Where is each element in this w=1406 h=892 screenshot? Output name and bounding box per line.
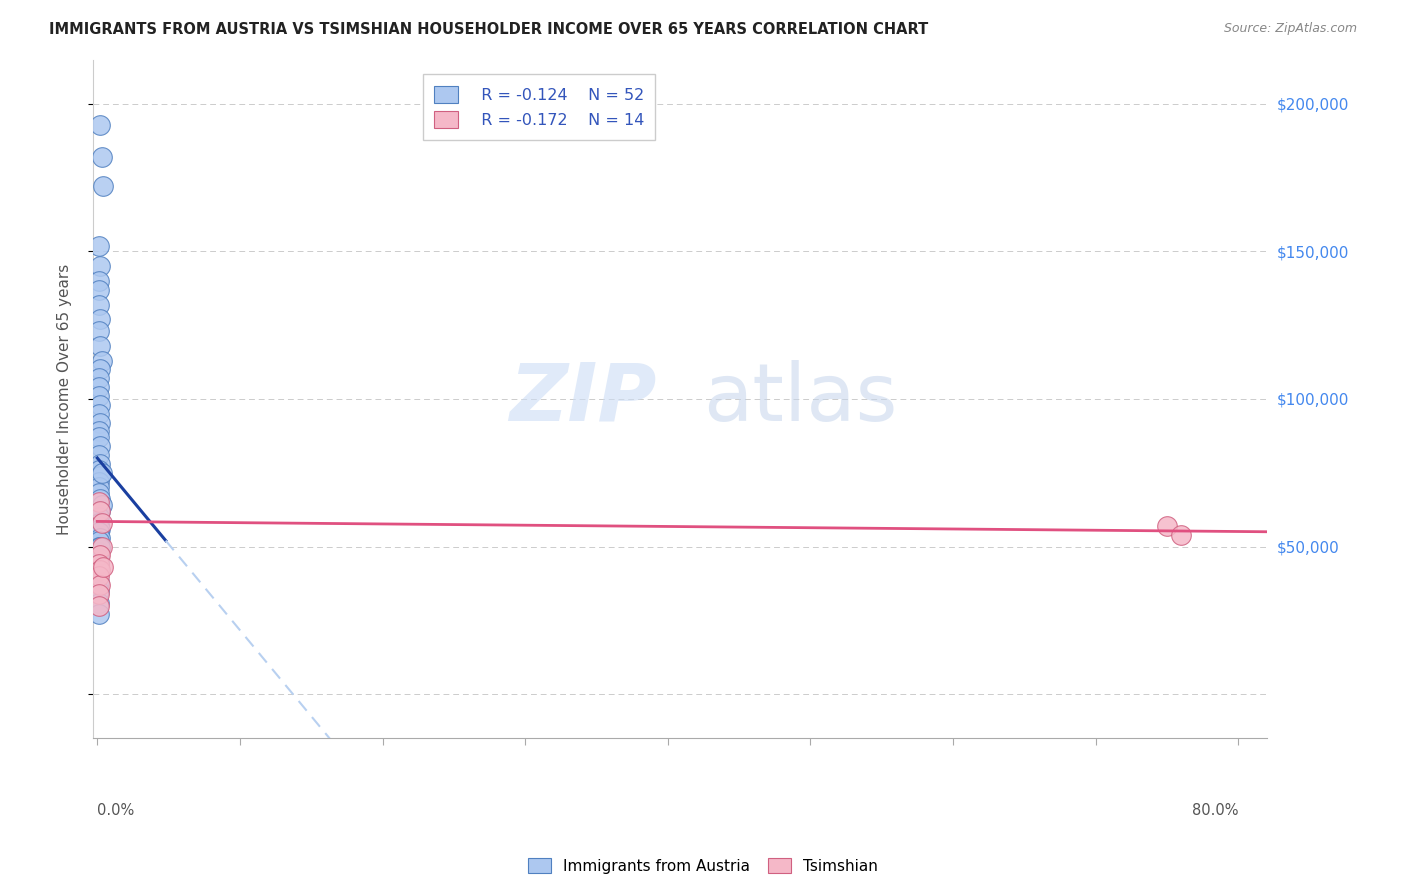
Point bbox=[87, 481, 110, 495]
Point bbox=[89, 563, 111, 577]
Point bbox=[89, 439, 111, 453]
Point bbox=[89, 578, 111, 592]
Point bbox=[87, 297, 110, 311]
Point bbox=[87, 238, 110, 252]
Point bbox=[89, 549, 111, 563]
Point bbox=[87, 475, 110, 489]
Point bbox=[87, 549, 110, 563]
Point bbox=[89, 118, 111, 132]
Point bbox=[89, 259, 111, 273]
Point bbox=[89, 540, 111, 554]
Point bbox=[87, 448, 110, 462]
Point bbox=[87, 574, 110, 589]
Point bbox=[91, 179, 114, 194]
Legend: Immigrants from Austria, Tsimshian: Immigrants from Austria, Tsimshian bbox=[522, 852, 884, 880]
Point bbox=[90, 150, 112, 164]
Point bbox=[87, 533, 110, 548]
Point bbox=[89, 468, 111, 483]
Y-axis label: Householder Income Over 65 years: Householder Income Over 65 years bbox=[58, 263, 72, 534]
Point bbox=[87, 558, 110, 572]
Point bbox=[87, 463, 110, 477]
Point bbox=[89, 398, 111, 412]
Point bbox=[90, 516, 112, 530]
Point bbox=[87, 283, 110, 297]
Point bbox=[89, 339, 111, 353]
Text: Source: ZipAtlas.com: Source: ZipAtlas.com bbox=[1223, 22, 1357, 36]
Point bbox=[87, 495, 110, 509]
Point bbox=[89, 531, 111, 545]
Point bbox=[87, 324, 110, 338]
Point bbox=[87, 371, 110, 385]
Point bbox=[87, 430, 110, 444]
Point bbox=[90, 498, 112, 512]
Point bbox=[89, 522, 111, 536]
Point bbox=[87, 274, 110, 288]
Point bbox=[1170, 527, 1192, 541]
Point bbox=[87, 486, 110, 500]
Point bbox=[87, 558, 110, 572]
Text: ZIP: ZIP bbox=[509, 360, 657, 438]
Point bbox=[89, 312, 111, 326]
Text: atlas: atlas bbox=[703, 360, 897, 438]
Point bbox=[91, 560, 114, 574]
Point bbox=[87, 389, 110, 403]
Text: 0.0%: 0.0% bbox=[97, 803, 135, 818]
Point bbox=[89, 504, 111, 518]
Point bbox=[87, 587, 110, 601]
Point bbox=[87, 380, 110, 394]
Point bbox=[87, 569, 110, 583]
Point bbox=[87, 540, 110, 554]
Point bbox=[1156, 519, 1178, 533]
Point bbox=[87, 551, 110, 566]
Point bbox=[89, 362, 111, 376]
Point bbox=[89, 416, 111, 430]
Point bbox=[87, 524, 110, 539]
Point bbox=[89, 457, 111, 471]
Point bbox=[87, 545, 110, 559]
Legend:   R = -0.124    N = 52,   R = -0.172    N = 14: R = -0.124 N = 52, R = -0.172 N = 14 bbox=[423, 74, 655, 139]
Point bbox=[87, 599, 110, 613]
Point bbox=[87, 596, 110, 610]
Point bbox=[87, 516, 110, 530]
Point bbox=[89, 542, 111, 557]
Point bbox=[90, 540, 112, 554]
Point bbox=[89, 492, 111, 507]
Point bbox=[87, 519, 110, 533]
Point bbox=[87, 583, 110, 598]
Point bbox=[87, 407, 110, 421]
Text: IMMIGRANTS FROM AUSTRIA VS TSIMSHIAN HOUSEHOLDER INCOME OVER 65 YEARS CORRELATIO: IMMIGRANTS FROM AUSTRIA VS TSIMSHIAN HOU… bbox=[49, 22, 928, 37]
Point bbox=[87, 607, 110, 622]
Point bbox=[89, 504, 111, 518]
Point bbox=[90, 353, 112, 368]
Point bbox=[90, 466, 112, 480]
Point bbox=[87, 425, 110, 439]
Point bbox=[87, 563, 110, 577]
Text: 80.0%: 80.0% bbox=[1192, 803, 1239, 818]
Point bbox=[87, 510, 110, 524]
